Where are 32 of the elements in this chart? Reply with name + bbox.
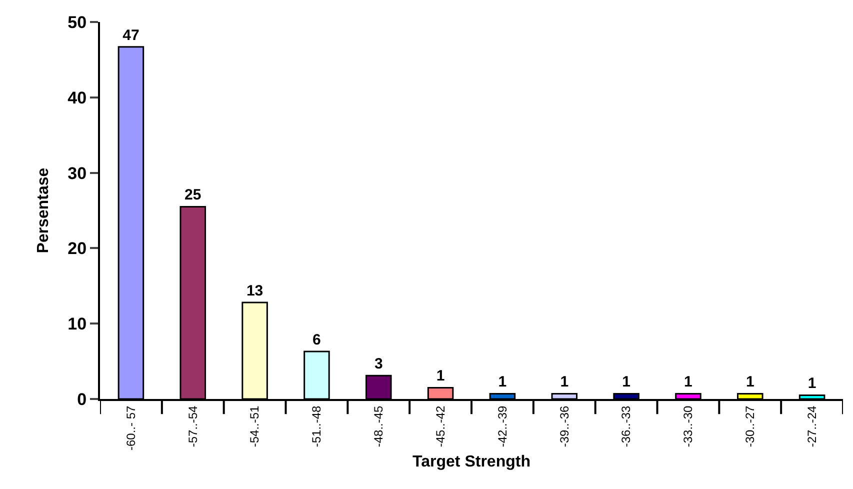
y-tick-label: 50 [68,12,87,32]
y-tick-label: 20 [68,239,87,258]
data-label: 1 [622,374,630,391]
data-label: 1 [684,374,692,391]
x-tick-label: -54..-51 [248,405,262,448]
data-label: 1 [436,368,445,385]
data-label: 47 [122,26,140,44]
x-tick-label: -57..-54 [186,405,200,448]
x-tick-label: -60..- 57 [124,405,138,451]
x-tick-label: -27..-24 [804,405,819,448]
x-tick-label: -48..-45 [372,405,386,448]
data-label: 13 [246,282,264,300]
data-label: 6 [312,332,321,348]
data-label: 3 [374,356,383,373]
y-tick-label: 10 [68,314,87,334]
x-tick-label: -33..-30 [681,405,696,448]
data-label: 1 [498,374,507,391]
y-tick-label: 40 [68,88,87,108]
x-tick-label: -51..-48 [310,405,324,448]
data-label: 25 [184,186,202,204]
x-tick-label: -42..-39 [495,405,510,448]
y-tick-label: 0 [77,390,87,409]
data-label: 1 [560,374,569,391]
x-tick-label: -39..-36 [557,405,572,448]
x-axis-title: Target Strength [412,454,530,471]
x-tick-label: -36..-33 [619,405,634,448]
data-label: 1 [746,374,754,391]
y-axis-title: Persentase [35,168,52,254]
y-tick-label: 30 [68,164,87,183]
x-tick-label: -45..-42 [433,405,448,448]
data-label: 1 [808,375,816,392]
x-tick-label: -30..-27 [743,405,758,448]
